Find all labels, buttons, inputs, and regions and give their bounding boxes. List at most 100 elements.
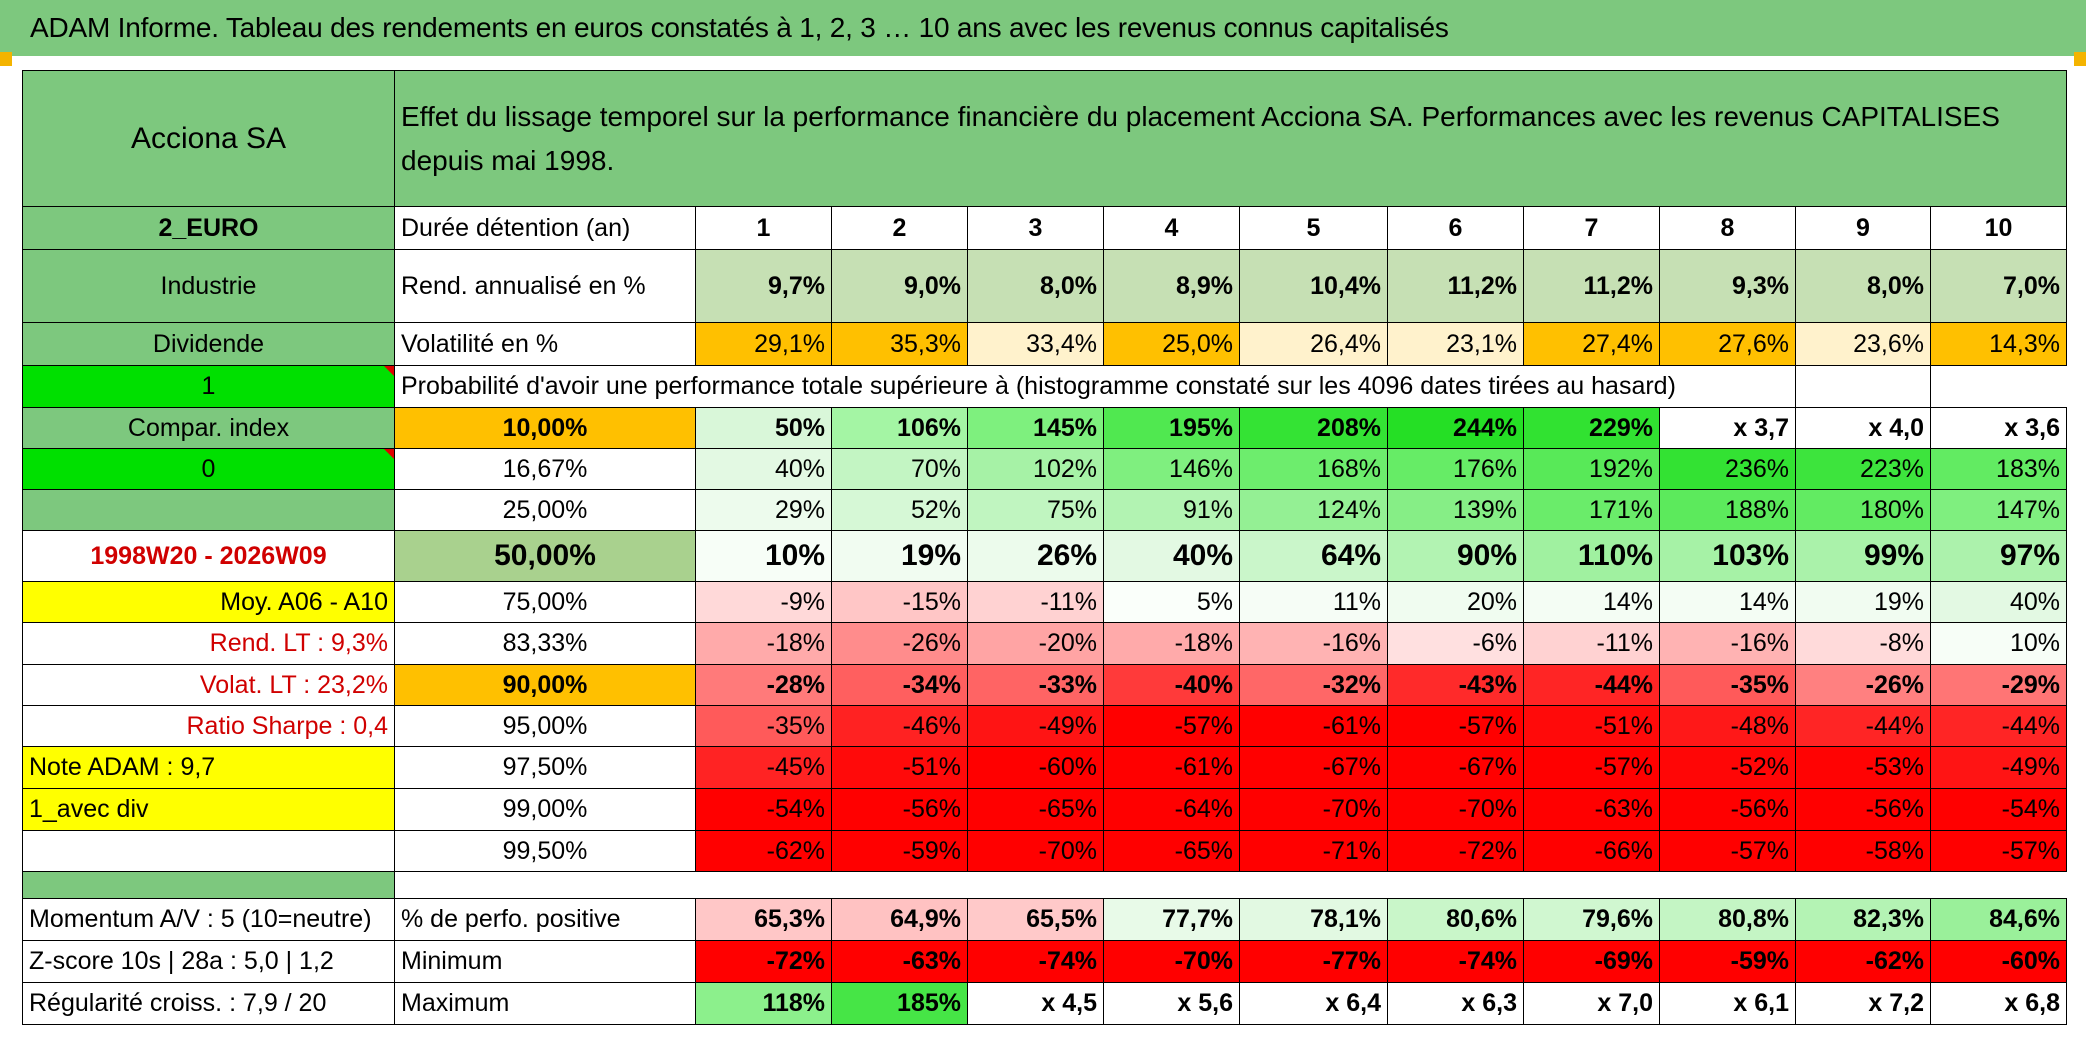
probability-value-y1: -54% [695,788,832,831]
probability-value-y2: -26% [831,622,968,665]
probability-value-y5: -71% [1239,830,1388,872]
year-header-8: 8 [1659,206,1796,250]
long-term-volatility: Volat. LT : 23,2% [22,664,395,706]
probability-row: Volat. LT : 23,2% 90,00% -28% -34% -33% -40% -… [22,664,2067,706]
maximum-y4: x 5,6 [1103,982,1240,1025]
volatility-y1: 29,1% [695,322,832,366]
probability-value-y8: -56% [1659,788,1796,831]
probability-value-y5: -61% [1239,705,1388,747]
probability-value-y6: -67% [1387,746,1524,789]
annualized-return-y10: 7,0% [1930,249,2067,323]
probability-value-y5: 124% [1239,489,1388,531]
positive-performance-y4: 77,7% [1103,898,1240,941]
positive-performance-label: % de perfo. positive [394,898,696,941]
probability-value-y9: 99% [1795,530,1931,582]
probability-row: Note ADAM : 9,7 97,50% -45% -51% -60% -61% -67… [22,746,2067,789]
probability-value-y9: 223% [1795,448,1931,490]
probability-row: 99,50% -62% -59% -70% -65% -71% -72% -66% -57% -5… [22,830,2067,872]
spacer-green [22,871,395,899]
holding-duration-label: Durée détention (an) [394,206,696,250]
probability-value-y2: 52% [831,489,968,531]
volatility-y5: 26,4% [1239,322,1388,366]
probability-value-y9: -44% [1795,705,1931,747]
probability-value-y6: -70% [1387,788,1524,831]
regularity-label: Régularité croiss. : 7,9 / 20 [22,982,395,1025]
probability-row: 25,00% 29% 52% 75% 91% 124% 139% 171% 188% 180% 14… [22,489,2067,531]
probability-row: 1998W20 - 2026W09 50,00% 10% 19% 26% 40% 64% 90… [22,530,2067,582]
probability-row: 1_avec div 99,00% -54% -56% -65% -64% -70% -70%… [22,788,2067,831]
probability-value-y6: 90% [1387,530,1524,582]
probability-value-y1: -35% [695,705,832,747]
volatility-row: Dividende Volatilité en % 29,1% 35,3% 33,4% 2… [22,322,2067,366]
positive-row: Momentum A/V : 5 (10=neutre)% de perfo. … [22,898,2067,941]
probability-row: Moy. A06 - A10 75,00% -9% -15% -11% 5% 11% 20% 1… [22,581,2067,623]
maximum-y1: 118% [695,982,832,1025]
probability-value-y1: 40% [695,448,832,490]
maximum-y10: x 6,8 [1930,982,2067,1025]
annualized-return-y8: 9,3% [1659,249,1796,323]
volatility-y9: 23,6% [1795,322,1931,366]
probability-value-y1: 29% [695,489,832,531]
probability-value-y2: -56% [831,788,968,831]
probability-value-y6: -6% [1387,622,1524,665]
probability-value-y3: -20% [967,622,1104,665]
probability-value-y2: 106% [831,407,968,449]
year-header-3: 3 [967,206,1104,250]
probability-value-y6: 20% [1387,581,1524,623]
threshold-percent: 50,00% [394,530,696,582]
minimum-y1: -72% [695,940,832,983]
year-header-4: 4 [1103,206,1240,250]
probability-value-y8: 14% [1659,581,1796,623]
probability-row: Ratio Sharpe : 0,4 95,00% -35% -46% -49% -57%… [22,705,2067,747]
probability-value-y7: -11% [1523,622,1660,665]
probability-value-y2: -34% [831,664,968,706]
probability-value-y4: -64% [1103,788,1240,831]
probability-value-y7: 171% [1523,489,1660,531]
probability-value-y6: 139% [1387,489,1524,531]
probability-value-y1: -9% [695,581,832,623]
positive-performance-y10: 84,6% [1930,898,2067,941]
probability-value-y10: -49% [1930,746,2067,789]
probability-value-y3: -70% [967,830,1104,872]
positive-performance-y2: 64,9% [831,898,968,941]
probability-value-y6: -57% [1387,705,1524,747]
year-header-7: 7 [1523,206,1660,250]
probability-value-y10: 147% [1930,489,2067,531]
probability-value-y8: -16% [1659,622,1796,665]
probability-value-y4: 5% [1103,581,1240,623]
maximum-y9: x 7,2 [1795,982,1931,1025]
probability-value-y8: 188% [1659,489,1796,531]
probability-value-y1: 50% [695,407,832,449]
probability-value-y5: 64% [1239,530,1388,582]
probability-value-y8: x 3,7 [1659,407,1796,449]
minimum-y5: -77% [1239,940,1388,983]
threshold-percent: 75,00% [394,581,696,623]
positive-performance-y5: 78,1% [1239,898,1388,941]
annualized-return-y3: 8,0% [967,249,1104,323]
threshold-percent: 25,00% [394,489,696,531]
annualized-return-y9: 8,0% [1795,249,1931,323]
threshold-percent: 16,67% [394,448,696,490]
probability-value-y8: 236% [1659,448,1796,490]
minimum-y10: -60% [1930,940,2067,983]
minimum-row: Z-score 10s | 28a : 5,0 | 1,2 Minimum -72%… [22,940,2067,983]
maximum-y6: x 6,3 [1387,982,1524,1025]
probability-value-y4: -18% [1103,622,1240,665]
minimum-y2: -63% [831,940,968,983]
maximum-row: Régularité croiss. : 7,9 / 20 Maximum 118%… [22,982,2067,1025]
annualized-return-y4: 8,9% [1103,249,1240,323]
probability-value-y9: 180% [1795,489,1931,531]
probability-value-y1: -62% [695,830,832,872]
probability-value-y8: -48% [1659,705,1796,747]
maximum-y2: 185% [831,982,968,1025]
currency-label: 2_EURO [22,206,395,250]
positive-performance-y8: 80,8% [1659,898,1796,941]
probability-value-y2: 19% [831,530,968,582]
probability-value-y5: -32% [1239,664,1388,706]
volatility-y7: 27,4% [1523,322,1660,366]
probability-value-y4: -40% [1103,664,1240,706]
probability-value-y3: 145% [967,407,1104,449]
empty-cell [1795,365,1931,408]
probability-value-y10: 40% [1930,581,2067,623]
header-row: Acciona SA Effet du lissage temporel sur … [22,70,2067,207]
